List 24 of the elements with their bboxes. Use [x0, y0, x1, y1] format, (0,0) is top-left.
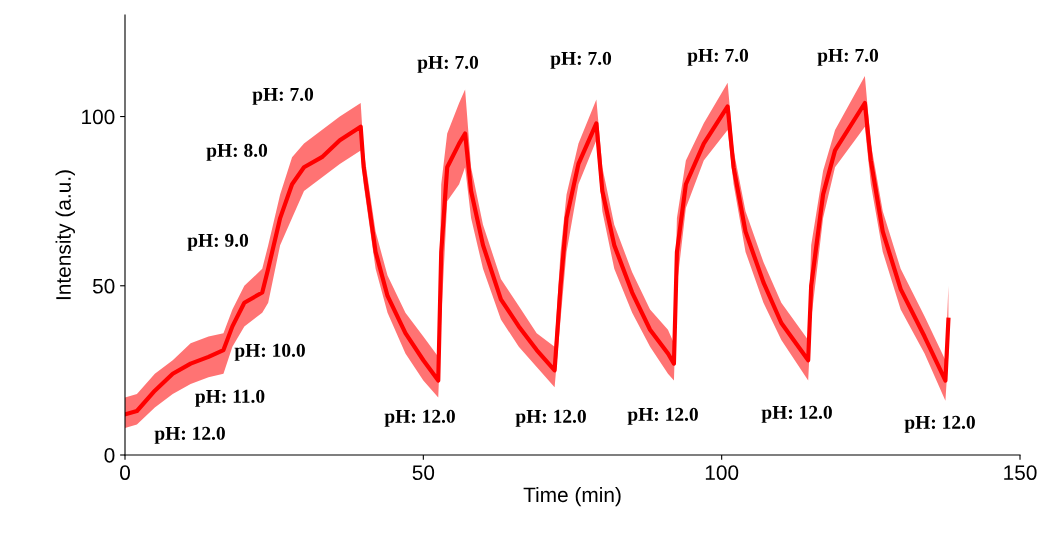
- annotation: pH: 12.0: [515, 409, 586, 427]
- annotation: pH: 9.0: [187, 233, 249, 251]
- x-tick-label: 150: [1004, 465, 1037, 481]
- annotation: pH: 7.0: [252, 87, 314, 105]
- x-tick-label: 0: [120, 465, 130, 481]
- annotation: pH: 10.0: [234, 343, 305, 361]
- x-tick-label: 50: [412, 465, 435, 481]
- y-axis-title: Intensity (a.u.): [55, 170, 75, 300]
- annotation: pH: 12.0: [154, 426, 225, 444]
- annotation: pH: 7.0: [550, 51, 612, 69]
- annotation: pH: 11.0: [195, 389, 265, 407]
- annotation: pH: 7.0: [817, 48, 879, 66]
- y-tick-label: 50: [92, 278, 115, 294]
- x-tick-label: 100: [705, 465, 739, 481]
- annotation: pH: 8.0: [206, 143, 268, 161]
- annotation: pH: 12.0: [627, 407, 698, 425]
- annotation: pH: 12.0: [904, 415, 975, 433]
- annotation: pH: 7.0: [417, 55, 479, 73]
- annotation: pH: 12.0: [384, 409, 455, 427]
- y-tick-label: 100: [82, 109, 115, 125]
- y-tick-label: 0: [104, 448, 115, 463]
- annotation: pH: 7.0: [687, 48, 749, 66]
- annotation: pH: 12.0: [761, 405, 832, 423]
- x-axis-title: Time (min): [523, 486, 621, 507]
